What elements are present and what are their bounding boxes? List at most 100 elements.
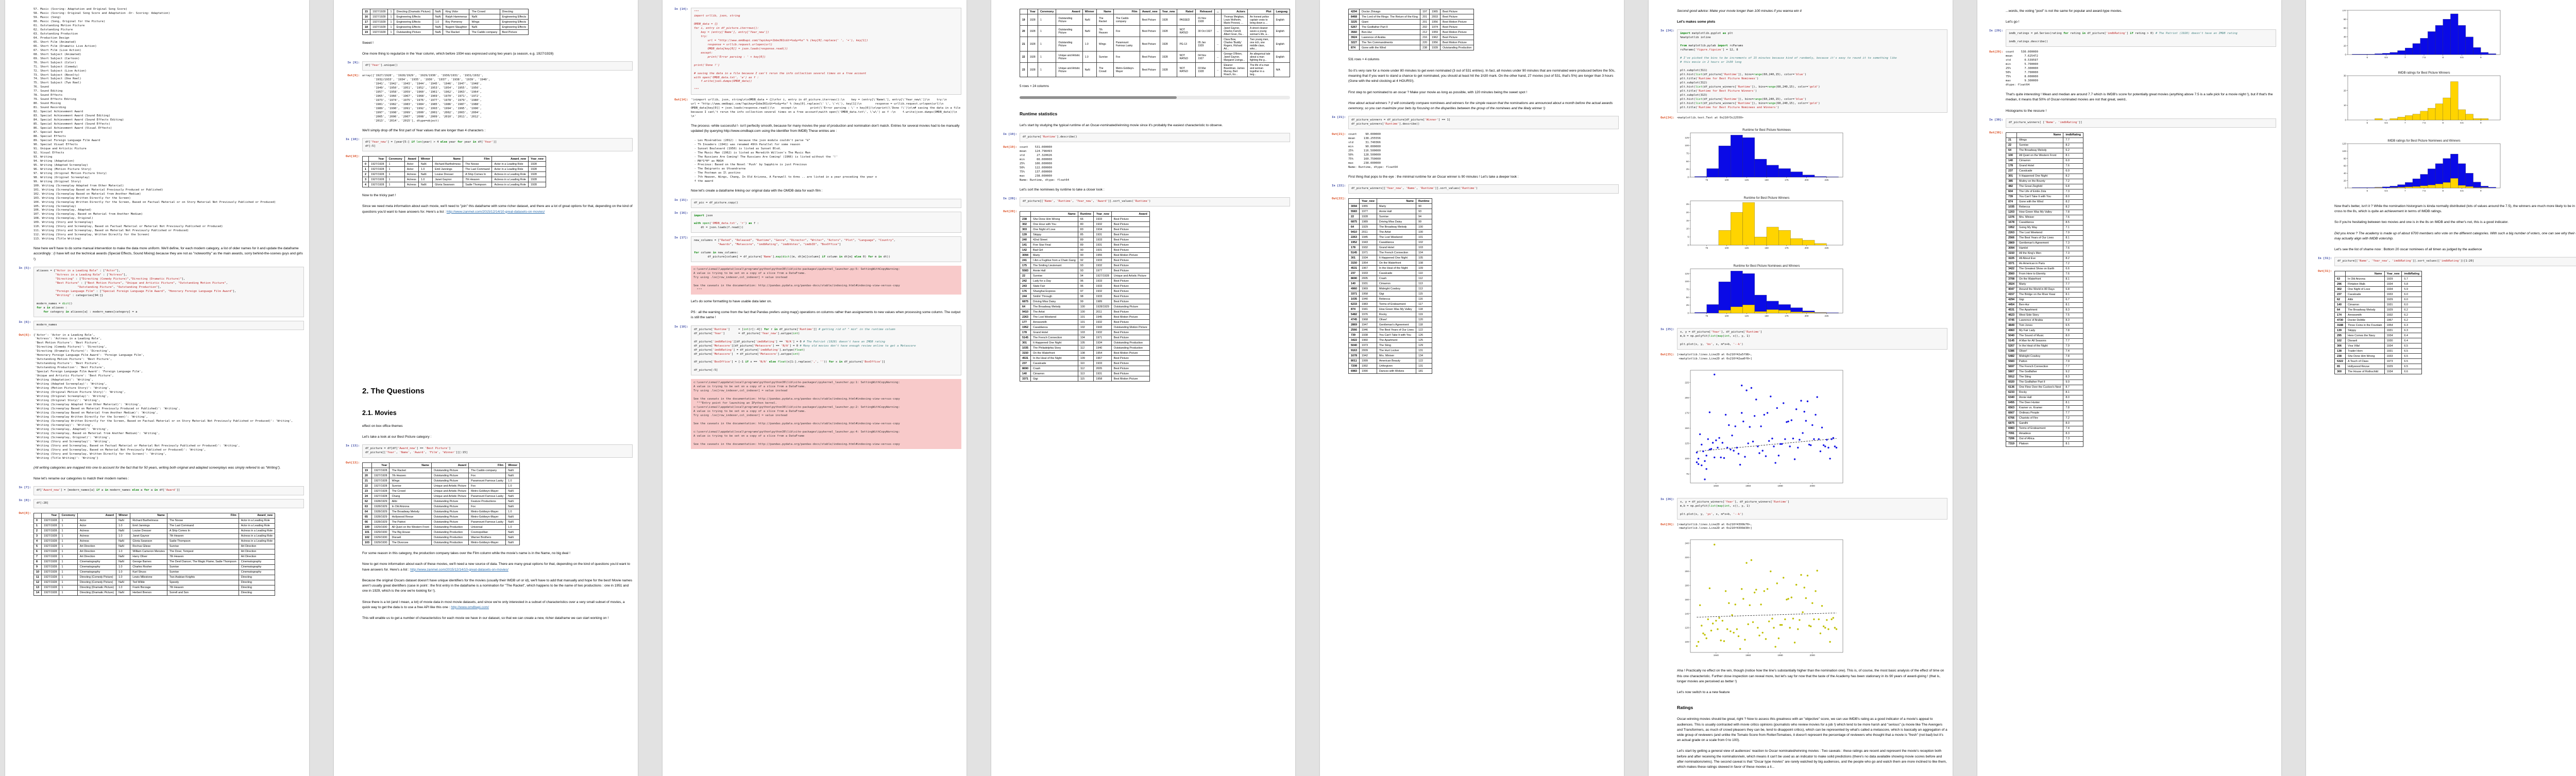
table-cell: 1.0: [1082, 37, 1097, 51]
prompt-spacer: [1322, 67, 1348, 85]
markdown-cell: Let's go !: [1979, 19, 2276, 26]
svg-text:IMDB ratings for Best Picture: IMDB ratings for Best Picture Nominees a…: [2387, 140, 2460, 143]
table-cell: Actress: [77, 528, 117, 534]
table-row: 5482 Midnight Cowboy 7.8: [2006, 353, 2083, 359]
hyperlink[interactable]: http://www.omdbapi.com/: [451, 605, 489, 609]
cell-content: First step to get nominated to an oscar …: [1348, 89, 1619, 96]
table-cell: 7.9: [2063, 230, 2083, 236]
table-cell: The Greatest Show on Earth: [2016, 266, 2064, 272]
table-row: 4849 Tom Jones 6.5: [2006, 322, 2083, 329]
table-row: 300 The House of Rothschild 1934 6.6: [2334, 369, 2422, 375]
table-cell: 6.0: [2063, 158, 2083, 164]
table-row: 4294 Gigi 6.7: [2006, 297, 2083, 303]
cell-content: 4294 Doctor Zhivago 197 1965 Best Picture 846…: [1348, 8, 1619, 51]
table-cell: Cavalcade: [2016, 168, 2064, 174]
cell-content: 0 25 50 75 100 125 75 100 125 150 175 200 225 Runtime…: [1677, 124, 1947, 188]
table-cell: Nugent Slaughter: [443, 24, 470, 30]
table-cell: 1928: [528, 171, 546, 178]
table-row: 24 1927/1928 Chang Unique and Artistic Pict…: [362, 493, 520, 499]
row-index: 3924: [2006, 281, 2017, 287]
table-header-row: Year_new Name Runtime: [1348, 198, 1432, 204]
table-row: 5145 A Man for All Seasons 7.7: [2006, 338, 2083, 344]
svg-text:IMDB ratings for Best Picture: IMDB ratings for Best Picture Winners: [2398, 72, 2450, 75]
table-cell: Sunrise: [1030, 273, 1078, 279]
row-index: 6233: [2006, 389, 2017, 395]
table-cell: 1931: [1093, 247, 1112, 253]
row-index: 3708: [2006, 276, 2017, 282]
table-cell: A Ship Comes In: [166, 528, 239, 534]
table-cell: Platoon: [2016, 441, 2064, 447]
table-horizontal-scrollbar[interactable]: [1020, 96, 1290, 99]
table-cell: Emil Jannings: [130, 523, 167, 529]
table-cell: 1989: [1093, 299, 1112, 305]
markdown-cell: Now to get more information about each o…: [336, 561, 633, 573]
table-cell: 117: [1416, 301, 1432, 307]
input-prompt: In [6]:: [19, 320, 31, 324]
stderr-cell: c:\users\ismail\appdata\local\programs\p…: [665, 379, 961, 449]
svg-text:100: 100: [1685, 280, 1689, 283]
row-index: 3924: [1348, 35, 1360, 40]
row-index: 5386: [2006, 348, 2017, 354]
column-header: [362, 462, 372, 469]
table-cell: NaN: [432, 9, 444, 14]
svg-text:6.5: 6.5: [2384, 122, 2388, 124]
table-row: 5697 The French Connection 7.7: [2006, 364, 2083, 370]
figure: 0 25 50 75 100 125 75 100 125 150 175 200 225 Runtime…: [1677, 262, 1947, 322]
output-prompt: Out[13]:: [346, 461, 360, 465]
table-cell: Actress: [404, 182, 419, 188]
row-index: 242: [1020, 278, 1031, 284]
table-row: 64 The Broadway Melody 1929 6.2: [2334, 307, 2422, 313]
table-cell: 1992: [1359, 363, 1377, 369]
prompt-spacer: [7, 475, 33, 482]
dataframe-cell: Out[10]: Year Ceremony Award Winner Name Film A…: [336, 155, 633, 188]
table-cell: Doctor Dolittle: [2345, 317, 2385, 323]
table-row: 19 1927/1928 1 Outstanding Picture NaN The Ra…: [362, 29, 529, 35]
markdown-paragraph: Because the original Oscars dataset does…: [362, 578, 633, 593]
table-cell: 6.2: [2401, 312, 2422, 318]
hyperlink[interactable]: http://www.zanmel.com/2015/12/14/10-grea…: [446, 210, 545, 214]
table-cell: 134: [1416, 353, 1432, 359]
table-row: 64 1929 The Broadway Melody 100: [1348, 224, 1432, 230]
column-header: [1348, 198, 1360, 204]
table-cell: 1.0: [418, 166, 433, 173]
table-cell: 109: [1077, 355, 1094, 361]
figure-cell: 100 120 140 160 180 200 220 240 1940 1960 1980 2000: [1651, 534, 1947, 664]
row-index: 5583: [1348, 209, 1360, 215]
markdown-cell: Now to the tricky part !: [336, 192, 633, 199]
row-index: 2: [33, 528, 42, 534]
table-cell: English: [1273, 25, 1290, 37]
table-cell: 1: [386, 161, 405, 167]
svg-text:100: 100: [1725, 315, 1729, 317]
cell-content: df['Year_new'] = [year[5:] if len(year) …: [362, 138, 633, 152]
table-row: 64 1928/1929 The Broadway Melody Outstandin…: [362, 509, 520, 515]
markdown-cell: Let's now switch to a a new feature: [1651, 689, 1947, 696]
hyperlink[interactable]: http://www.zanmel.com/2015/12/14/10-grea…: [410, 567, 509, 572]
cell-content: [<matplotlib.lines.Line2D at 0x210f4399b…: [1677, 523, 1947, 531]
table-row: 138 Trader Horn 1931 6.5: [2334, 348, 2422, 354]
table-row: 6983 Terms of Endearment 7.4: [2006, 425, 2083, 432]
row-index: 5267: [1348, 24, 1360, 30]
table-cell: 6.0: [2401, 302, 2422, 308]
svg-text:9: 9: [2480, 56, 2482, 59]
row-index: 177: [1020, 319, 1031, 325]
table-cell: 6.5: [2063, 322, 2083, 329]
table-cell: 1954: [2384, 322, 2402, 329]
table-cell: PG-13: [1177, 37, 1196, 51]
figure: 02040608010066.577.588.59IMDB ratings fo…: [2334, 10, 2576, 61]
table-row: 176 Shanghai Express 97 1932 Best Picture: [1020, 288, 1150, 295]
row-index: 65: [362, 514, 372, 520]
markdown-paragraph: Let's sort the nominees by runtime to ta…: [1020, 187, 1105, 192]
cell-content: df_picture[['Name', 'Runtime', 'Year_new…: [1020, 197, 1290, 207]
table-row: 6766 Chariots of Fire 7.2: [2006, 415, 2083, 421]
table-cell: Outstanding Picture: [431, 498, 469, 505]
table-cell: 8.1: [2063, 276, 2083, 282]
scrollbar-thumb[interactable]: [1020, 96, 1177, 99]
table-cell: Engineering Effects: [499, 14, 529, 20]
table-cell: 1928/1929: [371, 498, 390, 505]
column-header: ...: [1214, 9, 1222, 14]
code-source: new_columns = ["Rated", "Released", "Run…: [691, 236, 961, 263]
svg-text:20: 20: [2344, 179, 2347, 182]
dataframe-cell: Out[20]: Name Runtime Year_new Award 238 She D…: [993, 210, 1290, 383]
strip-runtime-plots: Second good advice: Make your movie long…: [1649, 0, 1953, 776]
svg-text:150: 150: [1765, 315, 1769, 317]
